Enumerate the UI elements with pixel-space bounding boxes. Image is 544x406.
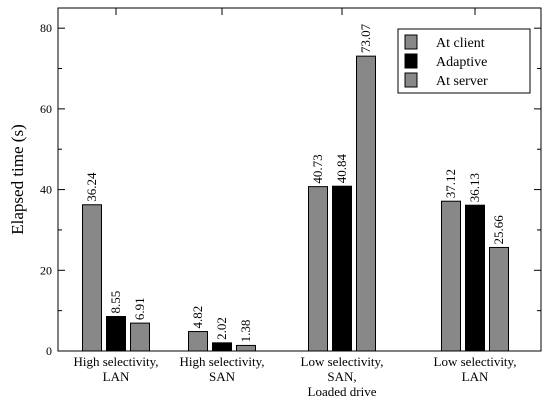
y-tick-label: 80 (40, 21, 52, 35)
bar (489, 246, 509, 352)
bar-value-label: 36.24 (84, 172, 99, 202)
bar-value-label: 2.02 (214, 317, 229, 340)
bar-value-label: 40.73 (310, 154, 325, 183)
bar-value-label: 1.38 (238, 320, 253, 343)
legend-swatch (404, 34, 418, 50)
bar (106, 315, 126, 352)
bar (356, 55, 376, 352)
bar-value-label: 25.66 (491, 215, 506, 245)
x-category-label: Low selectivity, (301, 354, 384, 369)
x-category-label: Loaded drive (308, 384, 377, 399)
legend: At client Adaptive At server (397, 28, 531, 94)
x-category-label: SAN, (327, 369, 356, 384)
plot-frame (57, 7, 542, 352)
bar (82, 204, 102, 352)
data-labels: 36.24 4.82 40.73 37.12 8.55 2.02 40.84 36.13 6.9… (84, 23, 506, 342)
x-category-label: Low selectivity, (434, 354, 517, 369)
legend-label: Adaptive (436, 55, 487, 70)
y-tick-label: 40 (40, 183, 52, 197)
x-category-label: High selectivity, (73, 354, 158, 369)
bar (465, 204, 485, 352)
bar-value-label: 37.12 (443, 169, 458, 198)
x-category-label: SAN (209, 369, 236, 384)
legend-swatch (404, 53, 418, 69)
legend-label: At client (436, 36, 485, 51)
bar (130, 322, 150, 352)
bar (188, 331, 208, 352)
bar (236, 344, 256, 352)
legend-box (397, 28, 531, 94)
y-tick-label: 60 (40, 102, 52, 116)
bar (332, 185, 352, 352)
bar-value-label: 36.13 (467, 173, 482, 202)
bar-value-label: 6.91 (132, 297, 147, 320)
bar-value-label: 4.82 (190, 306, 205, 329)
bar (441, 200, 461, 352)
bar (308, 186, 328, 352)
y-tick-label: 0 (46, 344, 52, 358)
axes: 0 20 40 60 80 Elapsed time (s) High selectivit… (8, 7, 542, 399)
legend-label: At server (436, 74, 488, 89)
x-category-label: LAN (103, 369, 130, 384)
y-tick-label: 20 (40, 263, 52, 277)
bar-value-label: 8.55 (108, 291, 123, 314)
legend-swatch (404, 72, 418, 88)
bar-value-label: 73.07 (358, 23, 373, 53)
x-category-label: High selectivity, (179, 354, 264, 369)
bar-value-label: 40.84 (334, 153, 349, 183)
bars (82, 55, 509, 352)
bar (212, 342, 232, 352)
y-axis-label: Elapsed time (s) (8, 124, 27, 234)
x-category-label: LAN (462, 369, 489, 384)
